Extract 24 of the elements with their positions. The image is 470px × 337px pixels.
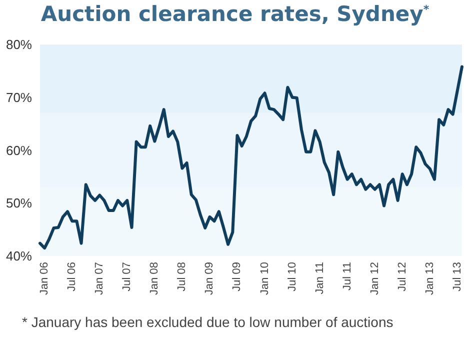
x-tick-label: Jul 08 <box>176 262 188 292</box>
x-tick-label: Jul 10 <box>286 262 298 292</box>
x-tick-label: Jan 06 <box>38 262 51 296</box>
x-tick-label: Jan 08 <box>148 262 161 296</box>
x-tick-label: Jan 10 <box>258 262 271 296</box>
x-tick-label: Jan 09 <box>204 262 216 296</box>
y-tick-label: 60% <box>6 142 32 158</box>
x-tick-label: Jul 07 <box>121 262 134 292</box>
x-tick-label: Jul 06 <box>66 262 78 292</box>
line-series <box>38 65 464 250</box>
x-tick-label: Jan 07 <box>94 262 106 296</box>
x-tick-label: Jan 11 <box>314 262 326 294</box>
y-tick-label: 80% <box>6 37 32 52</box>
x-tick-label: Jul 11 <box>341 262 354 291</box>
y-tick-label: 40% <box>6 248 32 264</box>
y-tick-label: 50% <box>6 196 32 211</box>
y-tick-label: 70% <box>6 90 32 105</box>
x-tick-label: Jan 12 <box>368 262 381 296</box>
chart-title: Auction clearance rates, Sydney$^{*}$ <box>40 2 430 26</box>
x-tick-label: Jul 12 <box>396 262 408 292</box>
text: * January has been excluded due to low number of auctions <box>22 314 394 330</box>
x-tick-label: Jul 13 <box>451 262 464 292</box>
x-tick-label: Jan 13 <box>424 262 436 296</box>
x-tick-label: Jul 09 <box>231 262 244 292</box>
